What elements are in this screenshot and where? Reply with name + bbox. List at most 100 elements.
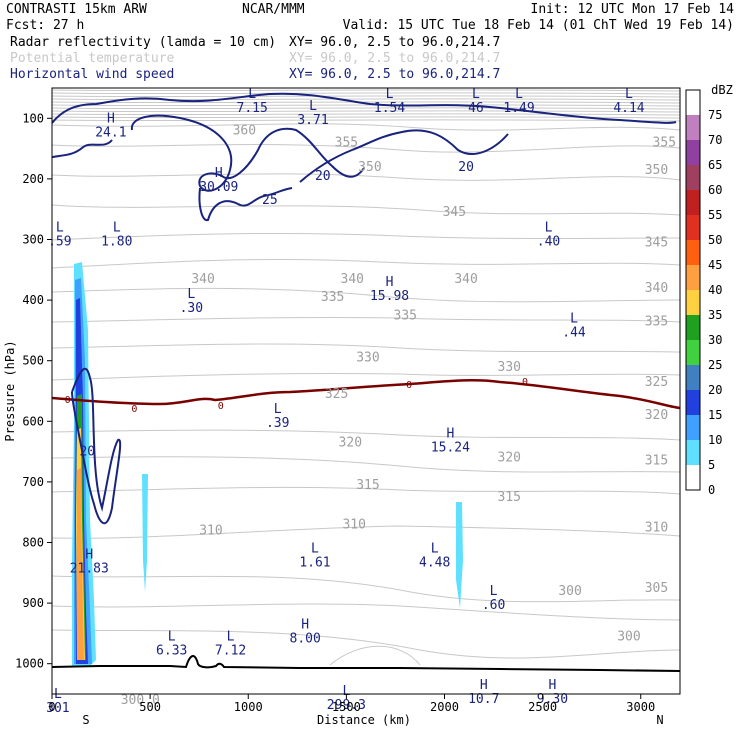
theta-label: 335 — [321, 290, 344, 305]
colorbar-swatch — [686, 215, 700, 240]
y-tick-label: 200 — [22, 172, 44, 186]
theta-contour — [329, 645, 421, 666]
colorbar-swatch — [686, 115, 700, 140]
valid-time: Valid: 15 UTC Tue 18 Feb 14 (01 ChT Wed … — [343, 18, 734, 33]
extremum-value: 1.61 — [299, 556, 330, 571]
theta-label: 345 — [443, 205, 466, 220]
colorbar-level-label: 55 — [708, 208, 722, 222]
x-tick-label: 0 — [48, 700, 55, 714]
x-tick-label: 2000 — [430, 700, 459, 714]
theta-contour — [52, 98, 680, 101]
x-axis-label: Distance (km) — [317, 713, 411, 727]
x-tick-label: 3000 — [626, 700, 655, 714]
extremum-value: 7.12 — [215, 643, 246, 658]
colorbar-swatch — [686, 365, 700, 390]
theta-contour — [52, 107, 680, 110]
colorbar-swatch — [686, 290, 700, 315]
extremum-type: L — [309, 99, 317, 114]
extremum-value: 30.09 — [199, 180, 238, 195]
colorbar-level-label: 10 — [708, 433, 722, 447]
wind-speed-label: 20 — [79, 445, 95, 460]
extremum-type: L — [431, 542, 439, 557]
extremum-type: L — [515, 87, 523, 102]
colorbar-swatch — [686, 415, 700, 440]
colorbar-level-label: 35 — [708, 308, 722, 322]
theta-contour — [52, 603, 680, 621]
extremum-value: .40 — [537, 234, 560, 249]
extremum-type: H — [107, 111, 115, 126]
colorbar-frame — [685, 89, 701, 491]
y-tick-label: 100 — [22, 111, 44, 125]
colorbar-level-label: 60 — [708, 183, 722, 197]
freezing-level-label: 0 — [522, 377, 528, 388]
theta-label: 340 — [341, 272, 364, 287]
extremum-type: L — [625, 87, 633, 102]
theta-label: 320 — [339, 436, 362, 451]
extremum-type: L — [386, 87, 394, 102]
theta-label: 340 — [191, 272, 214, 287]
field-theta-name: Potential temperature — [10, 51, 175, 66]
extremum-value: .60 — [482, 598, 505, 613]
colorbar-swatch — [686, 315, 700, 340]
extremum-value: 1.54 — [374, 101, 405, 116]
model-title: CONTRASTI 15km ARW — [6, 2, 147, 17]
extremum-type: H — [215, 166, 223, 181]
extremum-type: L — [311, 542, 319, 557]
extremum-type: H — [301, 617, 309, 632]
theta-label: 310 — [199, 523, 222, 538]
theta-contour — [52, 123, 680, 131]
theta-label: 315 — [645, 454, 668, 469]
theta-label: 360 — [233, 123, 256, 138]
extremum-type: H — [85, 548, 93, 563]
colorbar-level-label: 50 — [708, 233, 722, 247]
freezing-level-line — [52, 379, 680, 410]
freezing-level-label: 0 — [131, 404, 137, 415]
theta-label: 320 — [498, 451, 521, 466]
extremum-type: L — [274, 402, 282, 417]
x-tick-label: 1500 — [332, 700, 361, 714]
field-theta-xy: XY= 96.0, 2.5 to 96.0,214.7 — [289, 51, 500, 66]
y-axis: 100 200 300 400 500 600 700 800 900 1000 — [15, 111, 52, 671]
theta-contour — [52, 259, 680, 269]
wind-speed-contour-20-low — [71, 367, 122, 525]
theta-label: 340 — [454, 272, 477, 287]
extremum-type: L — [168, 629, 176, 644]
wind-speed-label: 25 — [262, 193, 278, 208]
colorbar-swatch — [686, 240, 700, 265]
colorbar-swatch — [686, 340, 700, 365]
y-tick-label: 500 — [22, 354, 44, 368]
theta-contour — [52, 629, 680, 659]
theta-contour — [52, 316, 680, 323]
extremum-type: L — [54, 687, 62, 702]
y-tick-label: 900 — [22, 596, 44, 610]
extremum-value: 24.1 — [95, 125, 126, 140]
colorbar-level-label: 75 — [708, 108, 722, 122]
colorbar-level-label: 30 — [708, 333, 722, 347]
extremum-type: H — [480, 678, 488, 693]
theta-label: 300 — [617, 629, 640, 644]
x-end-label-south: S — [82, 713, 89, 727]
init-time: Init: 12 UTC Mon 17 Feb 14 — [531, 2, 735, 17]
wind-speed-label: 20 — [315, 169, 331, 184]
freezing-level-label: 0 — [218, 401, 224, 412]
theta-contours — [52, 123, 680, 666]
wind-speed-contour-20-upper — [52, 92, 677, 124]
theta-label: 330 — [498, 360, 521, 375]
x-tick-label: 2500 — [528, 700, 557, 714]
theta-label: 350 — [645, 163, 668, 178]
x-axis: 0 500 1000 1500 2000 2500 3000 — [48, 694, 655, 714]
extrema-markers: H24.1L7.15 L3.71L1.54L46L1.49L4.14H30.09L… — [46, 87, 645, 716]
reflectivity-cyan-spot — [456, 502, 463, 608]
extremum-value: 10.7 — [468, 692, 499, 707]
extremum-type: L — [472, 87, 480, 102]
colorbar-swatch — [686, 265, 700, 290]
theta-contour — [52, 204, 680, 216]
field-reflectivity-xy: XY= 96.0, 2.5 to 96.0,214.7 — [289, 35, 500, 50]
freezing-level-label: 0 — [65, 395, 71, 406]
theta-contour — [52, 116, 680, 119]
y-tick-label: 400 — [22, 293, 44, 307]
theta-label: 325 — [325, 387, 348, 402]
theta-contour — [52, 232, 680, 241]
